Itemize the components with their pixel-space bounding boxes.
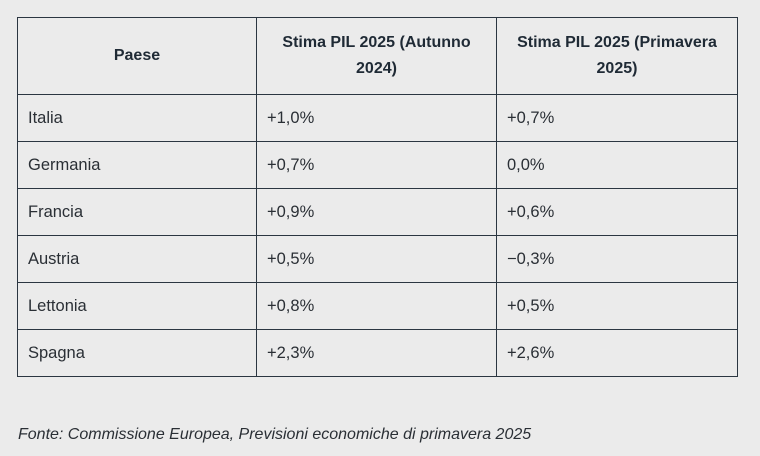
spring-estimate-cell: 0,0% <box>496 141 738 189</box>
country-cell: Germania <box>17 141 257 189</box>
header-spring-2025-estimate: Stima PIL 2025 (Primavera 2025) <box>496 17 738 95</box>
autumn-estimate-cell: +0,8% <box>256 282 497 330</box>
autumn-estimate-cell: +2,3% <box>256 329 497 377</box>
spring-estimate-cell: −0,3% <box>496 235 738 283</box>
country-cell: Italia <box>17 94 257 142</box>
table-header-row: Paese Stima PIL 2025 (Autunno 2024) Stim… <box>17 17 738 95</box>
table-row: Francia +0,9% +0,6% <box>17 188 738 236</box>
autumn-estimate-cell: +0,9% <box>256 188 497 236</box>
spring-estimate-cell: +0,6% <box>496 188 738 236</box>
table-row: Austria +0,5% −0,3% <box>17 235 738 283</box>
autumn-estimate-cell: +0,7% <box>256 141 497 189</box>
table-row: Lettonia +0,8% +0,5% <box>17 282 738 330</box>
spring-estimate-cell: +2,6% <box>496 329 738 377</box>
autumn-estimate-cell: +1,0% <box>256 94 497 142</box>
table-row: Spagna +2,3% +2,6% <box>17 329 738 377</box>
gdp-forecast-table-container: Paese Stima PIL 2025 (Autunno 2024) Stim… <box>17 17 738 377</box>
header-country: Paese <box>17 17 257 95</box>
gdp-forecast-table: Paese Stima PIL 2025 (Autunno 2024) Stim… <box>17 17 738 377</box>
source-caption: Fonte: Commissione Europea, Previsioni e… <box>18 426 532 443</box>
spring-estimate-cell: +0,7% <box>496 94 738 142</box>
country-cell: Spagna <box>17 329 257 377</box>
country-cell: Austria <box>17 235 257 283</box>
header-autumn-2024-estimate: Stima PIL 2025 (Autunno 2024) <box>256 17 497 95</box>
country-cell: Lettonia <box>17 282 257 330</box>
autumn-estimate-cell: +0,5% <box>256 235 497 283</box>
table-row: Germania +0,7% 0,0% <box>17 141 738 189</box>
country-cell: Francia <box>17 188 257 236</box>
table-row: Italia +1,0% +0,7% <box>17 94 738 142</box>
spring-estimate-cell: +0,5% <box>496 282 738 330</box>
